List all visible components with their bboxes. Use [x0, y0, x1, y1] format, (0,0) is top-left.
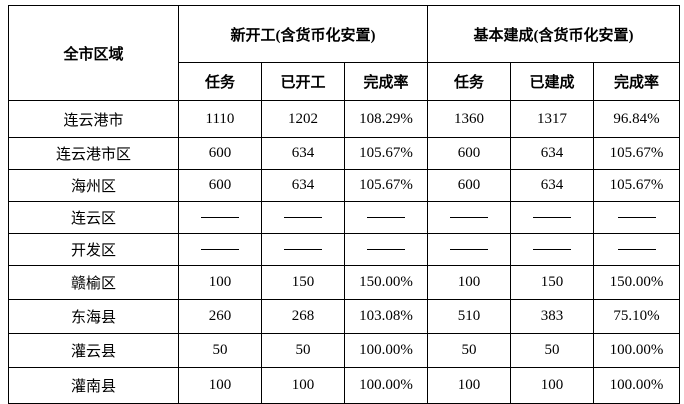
value-cell: 634	[510, 137, 594, 170]
table-row: 连云港市区 600 634 105.67% 600 634 105.67%	[8, 137, 680, 170]
value-cell: 100	[178, 265, 262, 300]
empty-cell	[593, 201, 680, 234]
dash-mark	[367, 217, 405, 219]
value-cell: 1110	[178, 100, 262, 138]
empty-cell	[261, 201, 345, 234]
value-cell: 50	[427, 333, 511, 368]
value-cell: 105.67%	[593, 137, 680, 170]
empty-cell	[344, 201, 428, 234]
value-cell: 1202	[261, 100, 345, 138]
value-cell: 100.00%	[593, 367, 680, 404]
value-cell: 100.00%	[344, 367, 428, 404]
new-construction-header: 新开工(含货币化安置)	[178, 5, 428, 63]
value-cell: 600	[178, 137, 262, 170]
value-cell: 383	[510, 299, 594, 334]
value-cell: 150.00%	[344, 265, 428, 300]
region-cell: 连云港市区	[8, 137, 179, 170]
value-cell: 50	[261, 333, 345, 368]
housing-progress-table: 全市区域 新开工(含货币化安置) 基本建成(含货币化安置) 任务 已开工 完成率 任务…	[8, 5, 680, 404]
subheader: 任务	[427, 62, 511, 101]
value-cell: 100.00%	[593, 333, 680, 368]
table-row: 灌南县 100 100 100.00% 100 100 100.00%	[8, 367, 680, 404]
value-cell: 100	[427, 367, 511, 404]
value-cell: 100	[178, 367, 262, 404]
dash-mark	[367, 249, 405, 251]
table-row: 连云港市 1110 1202 108.29% 1360 1317 96.84%	[8, 100, 680, 138]
value-cell: 510	[427, 299, 511, 334]
dash-mark	[450, 217, 488, 219]
value-cell: 600	[427, 137, 511, 170]
empty-cell	[427, 233, 511, 266]
value-cell: 634	[510, 169, 594, 202]
subheader: 完成率	[593, 62, 680, 101]
value-cell: 105.67%	[593, 169, 680, 202]
dash-mark	[617, 249, 656, 251]
empty-cell	[344, 233, 428, 266]
subheader: 已建成	[510, 62, 594, 101]
value-cell: 600	[427, 169, 511, 202]
dash-mark	[533, 249, 571, 251]
region-cell: 赣榆区	[8, 265, 179, 300]
dash-mark	[201, 217, 239, 219]
subheader: 完成率	[344, 62, 428, 101]
table-row: 东海县 260 268 103.08% 510 383 75.10%	[8, 299, 680, 334]
value-cell: 50	[510, 333, 594, 368]
value-cell: 100	[427, 265, 511, 300]
value-cell: 100	[510, 367, 594, 404]
value-cell: 50	[178, 333, 262, 368]
region-cell: 开发区	[8, 233, 179, 266]
table-row: 连云区	[8, 201, 680, 234]
dash-mark	[617, 217, 656, 219]
value-cell: 105.67%	[344, 169, 428, 202]
value-cell: 1317	[510, 100, 594, 138]
subheader: 已开工	[261, 62, 345, 101]
region-cell: 连云港市	[8, 100, 179, 138]
value-cell: 150.00%	[593, 265, 680, 300]
value-cell: 260	[178, 299, 262, 334]
empty-cell	[178, 233, 262, 266]
subheader: 任务	[178, 62, 262, 101]
value-cell: 100	[261, 367, 345, 404]
table-row: 海州区 600 634 105.67% 600 634 105.67%	[8, 169, 680, 202]
value-cell: 108.29%	[344, 100, 428, 138]
dash-mark	[450, 249, 488, 251]
region-cell: 灌云县	[8, 333, 179, 368]
value-cell: 634	[261, 169, 345, 202]
value-cell: 150	[261, 265, 345, 300]
table-row: 灌云县 50 50 100.00% 50 50 100.00%	[8, 333, 680, 368]
region-cell: 灌南县	[8, 367, 179, 404]
region-cell: 海州区	[8, 169, 179, 202]
table-row: 开发区	[8, 233, 680, 266]
dash-mark	[201, 249, 239, 251]
value-cell: 105.67%	[344, 137, 428, 170]
region-header: 全市区域	[8, 5, 179, 101]
empty-cell	[261, 233, 345, 266]
basic-completion-header: 基本建成(含货币化安置)	[427, 5, 680, 63]
empty-cell	[427, 201, 511, 234]
dash-mark	[284, 217, 322, 219]
value-cell: 103.08%	[344, 299, 428, 334]
value-cell: 150	[510, 265, 594, 300]
dash-mark	[533, 217, 571, 219]
value-cell: 1360	[427, 100, 511, 138]
empty-cell	[178, 201, 262, 234]
value-cell: 75.10%	[593, 299, 680, 334]
dash-mark	[284, 249, 322, 251]
empty-cell	[510, 233, 594, 266]
value-cell: 600	[178, 169, 262, 202]
value-cell: 100.00%	[344, 333, 428, 368]
empty-cell	[510, 201, 594, 234]
empty-cell	[593, 233, 680, 266]
table-row: 赣榆区 100 150 150.00% 100 150 150.00%	[8, 265, 680, 300]
value-cell: 96.84%	[593, 100, 680, 138]
region-cell: 连云区	[8, 201, 179, 234]
region-cell: 东海县	[8, 299, 179, 334]
value-cell: 268	[261, 299, 345, 334]
value-cell: 634	[261, 137, 345, 170]
